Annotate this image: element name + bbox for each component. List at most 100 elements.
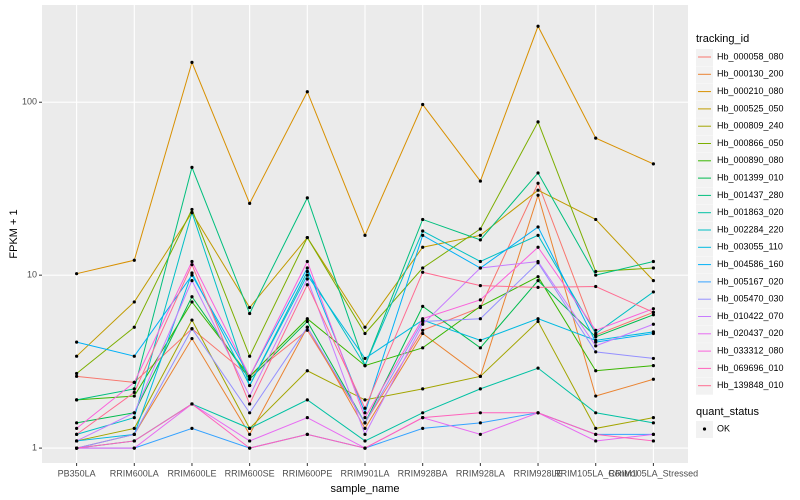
legend-label: Hb_001863_020	[717, 207, 784, 217]
data-point	[594, 273, 598, 277]
lines	[75, 24, 655, 450]
data-point	[248, 383, 252, 388]
data-point	[305, 90, 309, 94]
data-point	[478, 284, 482, 288]
data-point	[305, 259, 309, 264]
legend-label: Hb_001437_280	[717, 190, 784, 200]
data-point	[651, 290, 655, 294]
data-point	[363, 426, 367, 430]
y-tick-label: 100	[22, 97, 37, 107]
data-point	[305, 277, 309, 281]
data-point	[190, 211, 194, 215]
data-point	[363, 398, 367, 402]
data-point	[421, 331, 425, 336]
data-point	[248, 354, 252, 358]
data-point	[363, 325, 367, 329]
data-point	[190, 273, 194, 277]
data-point	[305, 273, 309, 277]
data-point	[363, 233, 367, 237]
data-point	[478, 374, 482, 378]
data-point	[651, 313, 655, 317]
data-point	[478, 233, 482, 237]
data-point	[190, 402, 194, 406]
data-point	[651, 259, 655, 264]
data-point	[421, 416, 425, 420]
legend-title: tracking_id	[696, 33, 749, 45]
data-point	[421, 229, 425, 233]
data-point	[594, 432, 598, 437]
data-point	[536, 275, 540, 279]
x-tick-label: RRIM928LA	[456, 468, 505, 478]
data-point	[305, 235, 309, 240]
data-point	[363, 439, 367, 443]
data-point	[363, 416, 367, 420]
data-point	[536, 193, 540, 197]
data-point	[190, 300, 194, 304]
data-point	[248, 439, 252, 443]
data-point	[536, 24, 540, 28]
data-point	[190, 271, 194, 275]
data-point	[421, 411, 425, 415]
data-point	[651, 322, 655, 326]
data-point	[75, 426, 79, 430]
data-point	[305, 328, 309, 332]
data-point	[248, 432, 252, 437]
data-point	[305, 266, 309, 270]
data-point	[651, 310, 655, 314]
legend-label: Hb_033312_080	[717, 345, 784, 355]
legend-label: Hb_004586_160	[717, 259, 784, 269]
data-point	[363, 446, 367, 450]
data-point	[421, 304, 425, 308]
data-point	[421, 266, 425, 270]
data-point	[651, 162, 655, 166]
data-point	[478, 259, 482, 264]
data-point	[75, 398, 79, 402]
legend-label: Hb_139848_010	[717, 380, 784, 390]
data-point	[421, 102, 425, 107]
data-point	[594, 331, 598, 336]
data-point	[248, 446, 252, 450]
data-point	[190, 165, 194, 169]
legend-label: Hb_001399_010	[717, 172, 784, 182]
data-point	[132, 394, 136, 398]
data-point	[132, 325, 136, 329]
data-point	[536, 188, 540, 192]
data-point	[594, 217, 598, 222]
data-point	[305, 398, 309, 402]
legend-label: Hb_069696_010	[717, 363, 784, 373]
data-point	[478, 227, 482, 231]
data-point	[132, 426, 136, 430]
data-point	[248, 411, 252, 415]
data-point	[190, 279, 194, 283]
data-point	[594, 335, 598, 339]
x-tick-label: RRIM600LE	[167, 468, 216, 478]
legend-title: quant_status	[696, 406, 759, 418]
data-point	[305, 416, 309, 420]
data-point	[478, 266, 482, 270]
data-point	[536, 317, 540, 321]
data-point	[190, 327, 194, 331]
data-point	[478, 411, 482, 415]
data-point	[651, 266, 655, 270]
legend-label: Hb_000525_050	[717, 103, 784, 113]
data-point	[421, 322, 425, 326]
data-point	[536, 171, 540, 175]
data-point	[594, 350, 598, 354]
data-point	[132, 300, 136, 304]
data-point	[248, 374, 252, 378]
data-point	[594, 269, 598, 274]
legend-label: Hb_000130_200	[717, 69, 784, 79]
data-point	[478, 387, 482, 391]
data-point	[651, 421, 655, 425]
legend-swatch	[702, 427, 707, 431]
data-point	[132, 380, 136, 384]
data-point	[594, 136, 598, 140]
legend-label: Hb_005470_030	[717, 294, 784, 304]
data-point	[75, 371, 79, 376]
data-point	[305, 269, 309, 274]
data-point	[132, 390, 136, 394]
data-point	[478, 432, 482, 437]
data-point	[190, 295, 194, 299]
data-point	[363, 331, 367, 336]
data-point	[248, 377, 252, 381]
